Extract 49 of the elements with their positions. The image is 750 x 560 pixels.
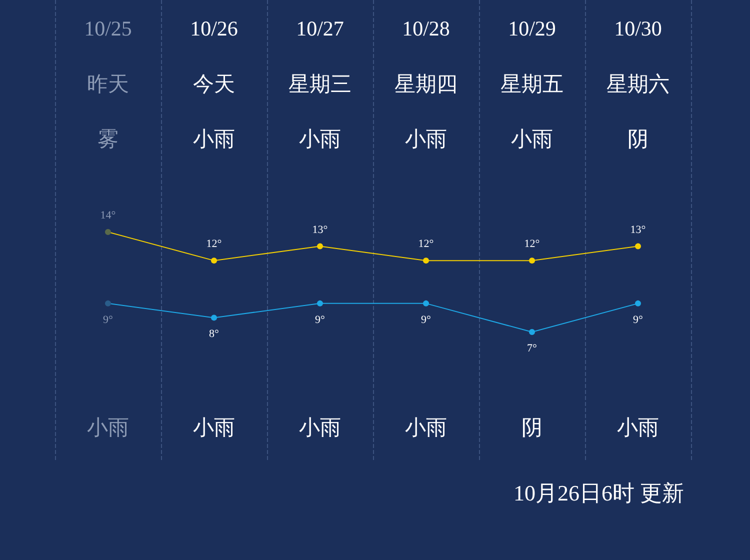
- point: [105, 229, 111, 235]
- data-label: 14°: [100, 210, 116, 222]
- text: 小雨: [193, 127, 235, 151]
- data-label: 13°: [312, 224, 328, 236]
- text: 阴: [628, 127, 648, 151]
- point: [317, 243, 323, 250]
- x-tick-label: 10/28: [402, 16, 450, 40]
- x-tick-label: 10/27: [296, 16, 344, 40]
- data-label: 9°: [103, 314, 113, 326]
- data-label: 9°: [633, 314, 643, 326]
- data-label: 12°: [418, 238, 434, 250]
- point: [635, 300, 641, 306]
- data-label: 13°: [630, 224, 646, 236]
- data-label: 7°: [527, 342, 537, 354]
- data-label: 9°: [315, 314, 325, 326]
- text: 星期四: [394, 72, 458, 96]
- x-tick-label: 10/25: [84, 16, 132, 40]
- text: 小雨: [193, 416, 235, 440]
- text: 小雨: [299, 127, 341, 151]
- point: [635, 243, 641, 250]
- data-label: 8°: [209, 328, 219, 340]
- text: 星期六: [606, 72, 670, 96]
- point: [529, 329, 535, 335]
- point: [211, 258, 217, 264]
- text: 小雨: [87, 416, 129, 440]
- point: [211, 314, 217, 321]
- point: [105, 300, 111, 306]
- text: 星期三: [288, 72, 352, 96]
- text: 今天: [193, 72, 235, 96]
- point: [529, 258, 535, 264]
- text: 10月26日6时 更新: [514, 480, 684, 506]
- text: 小雨: [617, 416, 659, 440]
- text: 小雨: [405, 416, 447, 440]
- text: 阴: [522, 416, 542, 440]
- text: 小雨: [405, 127, 447, 151]
- point: [423, 300, 429, 306]
- text: 星期五: [500, 72, 564, 96]
- data-label: 12°: [524, 238, 540, 250]
- x-tick-label: 10/26: [190, 16, 238, 40]
- text: 小雨: [511, 127, 553, 151]
- x-tick-label: 10/29: [508, 16, 556, 40]
- x-tick-label: 10/30: [614, 16, 662, 40]
- data-label: 9°: [421, 314, 431, 326]
- point: [317, 300, 323, 306]
- data-label: 12°: [206, 238, 222, 250]
- text: 雾: [98, 127, 118, 151]
- point: [423, 258, 429, 264]
- text: 小雨: [299, 416, 341, 440]
- text: 昨天: [87, 72, 129, 96]
